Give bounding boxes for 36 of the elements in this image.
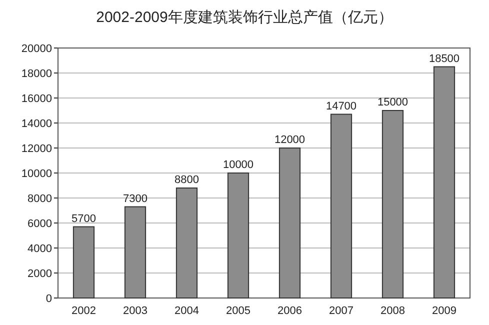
y-tick-label: 20000 bbox=[21, 43, 52, 55]
y-tick-label: 18000 bbox=[21, 68, 52, 80]
x-tick-label: 2007 bbox=[329, 305, 354, 317]
x-tick-label: 2009 bbox=[432, 305, 456, 317]
x-tick-label: 2003 bbox=[123, 305, 148, 317]
bar bbox=[433, 66, 456, 298]
data-label: 12000 bbox=[274, 134, 306, 146]
data-label: 10000 bbox=[222, 159, 254, 171]
data-label: 8800 bbox=[174, 174, 199, 186]
y-tick-label: 16000 bbox=[21, 93, 52, 105]
bar bbox=[330, 114, 352, 298]
x-tick-label: 2006 bbox=[278, 305, 302, 317]
y-tick-label: 10000 bbox=[21, 168, 52, 180]
data-label: 18500 bbox=[428, 52, 460, 65]
data-label: 7300 bbox=[123, 192, 148, 205]
y-tick-label: 6000 bbox=[28, 218, 52, 230]
bar bbox=[382, 110, 404, 298]
bar bbox=[227, 172, 250, 298]
data-label: 5700 bbox=[72, 212, 96, 225]
bar bbox=[72, 226, 95, 298]
bar bbox=[124, 206, 146, 298]
bar bbox=[176, 188, 198, 298]
y-tick-label: 4000 bbox=[28, 243, 52, 255]
data-label: 14700 bbox=[326, 100, 357, 112]
y-tick-label: 8000 bbox=[28, 193, 52, 205]
y-tick-label: 2000 bbox=[28, 268, 52, 280]
y-tick-label: 14000 bbox=[21, 118, 52, 130]
chart-title: 2002-2009年度建筑装饰行业总产值（亿元） bbox=[96, 9, 393, 26]
x-tick-label: 2004 bbox=[174, 305, 199, 317]
x-tick-label: 2005 bbox=[226, 305, 250, 317]
x-tick-label: 2008 bbox=[380, 305, 405, 317]
x-tick-label: 2002 bbox=[72, 305, 96, 317]
y-tick-label: 12000 bbox=[21, 143, 52, 155]
data-label: 15000 bbox=[377, 96, 408, 108]
y-tick-label: 0 bbox=[46, 293, 52, 305]
bar bbox=[278, 148, 301, 298]
